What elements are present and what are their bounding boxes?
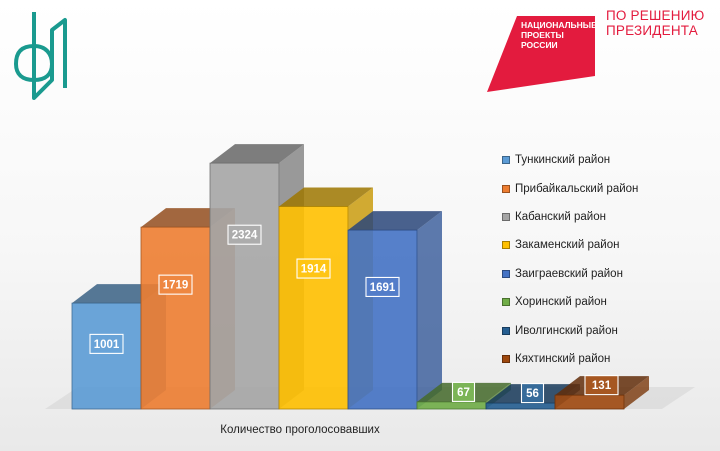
legend-label: Хоринский район xyxy=(515,296,607,309)
bar-side xyxy=(417,211,442,409)
national-projects-line-1: НАЦИОНАЛЬНЫЕ xyxy=(521,20,597,30)
data-label-box xyxy=(520,383,545,404)
national-projects-text: НАЦИОНАЛЬНЫЕ ПРОЕКТЫ РОССИИ xyxy=(521,20,597,50)
legend-item-8: Кяхтинский район xyxy=(502,345,638,373)
president-decision-text: ПО РЕШЕНИЮ ПРЕЗИДЕНТА xyxy=(606,8,718,38)
national-projects-shape-icon xyxy=(487,16,595,92)
legend-swatch xyxy=(502,354,510,363)
legend-label: Тункинский район xyxy=(515,154,611,167)
data-label: 67 xyxy=(457,387,470,399)
bar-front xyxy=(347,229,418,410)
data-label-box xyxy=(89,333,124,354)
legend-swatch xyxy=(502,184,510,193)
legend-swatch xyxy=(502,269,510,278)
legend-item-5: Заиграевский район xyxy=(502,260,638,288)
data-label: 2324 xyxy=(232,230,258,242)
data-label: 1001 xyxy=(94,339,120,351)
bar-front xyxy=(140,226,211,410)
data-label-box xyxy=(451,381,476,402)
bar-front xyxy=(209,162,280,410)
legend-label: Закаменский район xyxy=(515,239,620,252)
data-label: 1914 xyxy=(301,264,327,276)
bar-side xyxy=(624,376,649,409)
legend-item-2: Прибайкальский район xyxy=(502,174,638,202)
data-label: 1691 xyxy=(370,282,396,294)
fund-logo-icon xyxy=(14,12,67,100)
x-axis-label: Количество проголосовавших xyxy=(220,424,380,436)
national-projects-line-3: РОССИИ xyxy=(521,40,558,50)
legend-item-1: Тункинский район xyxy=(502,146,638,174)
bar-5: 1691 xyxy=(347,211,442,410)
chart-legend: Тункинский район Прибайкальский район Каба… xyxy=(502,146,638,373)
bar-front xyxy=(71,302,142,410)
legend-swatch xyxy=(502,241,510,250)
legend-label: Кабанский район xyxy=(515,210,606,223)
legend-item-7: Иволгинский район xyxy=(502,316,638,344)
bar-top xyxy=(210,144,304,164)
data-label-box xyxy=(365,276,400,298)
national-projects-line-2: ПРОЕКТЫ xyxy=(521,30,564,40)
legend-swatch xyxy=(502,326,510,335)
legend-swatch xyxy=(502,156,510,165)
decision-line-2: ПРЕЗИДЕНТА xyxy=(606,23,698,38)
legend-label: Прибайкальский район xyxy=(515,182,639,195)
decision-line-1: ПО РЕШЕНИЮ xyxy=(606,8,705,23)
data-label-box xyxy=(584,375,619,396)
data-label: 131 xyxy=(592,380,612,392)
data-label-box xyxy=(296,258,331,279)
legend-label: Иволгинский район xyxy=(515,324,618,337)
national-projects-logo: НАЦИОНАЛЬНЫЕ ПРОЕКТЫ РОССИИ xyxy=(487,14,717,94)
bar-top xyxy=(348,211,442,231)
bar-front xyxy=(554,394,625,410)
bar-front xyxy=(416,401,487,410)
bar-top xyxy=(279,187,373,207)
legend-label: Кяхтинский район xyxy=(515,352,611,365)
bar-8: 131 xyxy=(554,375,649,410)
data-label: 56 xyxy=(526,388,539,400)
data-label-box xyxy=(227,224,262,245)
legend-label: Заиграевский район xyxy=(515,267,623,280)
legend-swatch xyxy=(502,212,510,221)
legend-item-6: Хоринский район xyxy=(502,288,638,316)
legend-item-4: Закаменский район xyxy=(502,231,638,259)
data-label: 1719 xyxy=(163,280,189,292)
legend-item-3: Кабанский район xyxy=(502,203,638,231)
legend-swatch xyxy=(502,298,510,307)
bar-front xyxy=(485,402,556,410)
data-label-box xyxy=(158,274,193,295)
bar-front xyxy=(278,206,349,410)
